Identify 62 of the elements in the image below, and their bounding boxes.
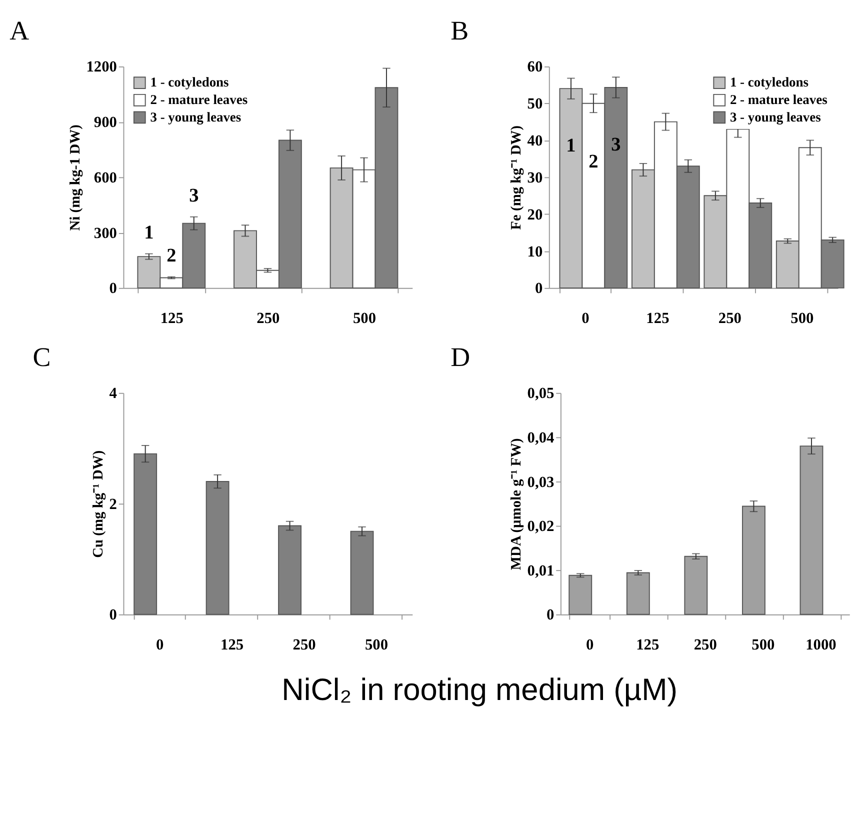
bar: [206, 481, 230, 615]
chart-title: D: [450, 342, 470, 372]
y-tick-label: 60: [527, 58, 543, 76]
y-tick-label: 0,03: [527, 474, 555, 491]
text: NiCl₂ in rooting medium (µM): [282, 672, 678, 708]
x-tick-label: 0: [582, 310, 590, 328]
x-tick-label: 250: [292, 636, 316, 654]
y-tick-label: 50: [527, 96, 543, 113]
legend-label: 2 - mature leaves: [150, 92, 248, 107]
y-tick-label: 10: [527, 243, 543, 260]
x-tick-label: 250: [694, 636, 718, 654]
chart-title: A: [10, 15, 30, 46]
y-tick-label: 0,02: [527, 518, 555, 536]
x-tick-label: 500: [352, 310, 376, 328]
annotation: 1: [566, 135, 576, 156]
y-tick-label: 0: [109, 280, 118, 298]
y-tick-label: 0,05: [527, 385, 555, 402]
legend-label: 1 - cotyledons: [150, 74, 229, 90]
legend-label: 3 - young leaves: [730, 109, 821, 124]
legend-label: 2 - mature leaves: [730, 92, 828, 107]
y-tick-label: 4: [109, 385, 118, 402]
y-tick-label: 0: [546, 606, 555, 624]
bar: [278, 525, 302, 615]
x-tick-label: 1000: [806, 636, 837, 654]
y-tick-label: 40: [527, 132, 543, 150]
y-tick-label: 900: [94, 114, 118, 132]
y-tick-label: 30: [527, 169, 543, 186]
y-tick-label: 20: [527, 206, 543, 224]
x-tick-label: 250: [256, 310, 280, 328]
y-tick-label: 2: [109, 496, 118, 513]
y-tick-label: 1200: [86, 58, 118, 76]
y-axis-title: Fe (mg kg⁻¹ DW): [508, 125, 525, 230]
x-tick-label: 0: [586, 636, 594, 654]
x-tick-label: 125: [646, 310, 670, 328]
x-tick-label: 500: [364, 636, 388, 654]
annotation: 3: [611, 134, 621, 156]
y-axis-title: MDA (µmole g⁻¹ FW): [508, 438, 525, 570]
y-tick-label: 0,04: [527, 429, 555, 446]
y-tick-label: 600: [94, 169, 118, 186]
y-tick-label: 0: [109, 606, 118, 624]
y-tick-label: 0: [534, 280, 543, 298]
x-tick-label: 250: [718, 310, 742, 328]
x-tick-label: 125: [220, 636, 244, 654]
x-tick-label: 500: [790, 310, 814, 328]
x-tick-label: 125: [160, 310, 184, 328]
y-axis-title: Cu (mg kg⁻¹ DW): [90, 450, 107, 558]
y-axis-title: Ni (mg kg-1 DW): [67, 124, 84, 231]
bar: [134, 453, 158, 615]
annotation: 1: [144, 222, 154, 244]
y-tick-label: 300: [94, 224, 118, 242]
chart-title: C: [32, 342, 51, 372]
x-tick-label: 0: [156, 636, 164, 654]
chart-title: B: [450, 15, 469, 46]
annotation: 2: [166, 245, 176, 266]
annotation: 3: [189, 185, 199, 206]
legend-label: 1 - cotyledons: [730, 74, 809, 90]
x-tick-label: 125: [636, 636, 660, 654]
bar: [350, 530, 374, 615]
annotation: 2: [588, 151, 598, 172]
legend-label: 3 - young leaves: [150, 109, 242, 124]
y-tick-label: 0,01: [527, 562, 554, 580]
x-tick-label: 500: [752, 636, 776, 654]
